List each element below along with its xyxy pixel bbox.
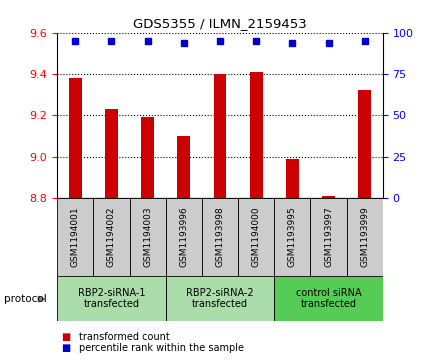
Text: GSM1194001: GSM1194001 (71, 207, 80, 267)
Bar (141, 117, 154, 198)
Text: GSM1194002: GSM1194002 (107, 207, 116, 267)
Text: GSM1194003: GSM1194003 (143, 207, 152, 267)
Bar (93, 198, 129, 276)
Bar (250, 72, 263, 198)
Text: RBP2-siRNA-1
transfected: RBP2-siRNA-1 transfected (78, 288, 145, 309)
Bar (347, 198, 383, 276)
Bar (238, 198, 274, 276)
Bar (274, 276, 383, 321)
Text: GSM1193996: GSM1193996 (180, 207, 188, 267)
Text: control siRNA
transfected: control siRNA transfected (296, 288, 361, 309)
Bar (129, 198, 166, 276)
Text: GSM1193997: GSM1193997 (324, 207, 333, 267)
Bar (202, 198, 238, 276)
Text: ■: ■ (62, 343, 71, 353)
Bar (214, 74, 226, 198)
Text: GSM1193999: GSM1193999 (360, 207, 369, 267)
Bar (274, 198, 311, 276)
Bar (166, 198, 202, 276)
Bar (69, 78, 82, 198)
Text: RBP2-siRNA-2
transfected: RBP2-siRNA-2 transfected (186, 288, 254, 309)
Title: GDS5355 / ILMN_2159453: GDS5355 / ILMN_2159453 (133, 17, 307, 30)
Bar (57, 198, 93, 276)
Bar (286, 159, 299, 198)
Bar (105, 109, 118, 198)
Text: percentile rank within the sample: percentile rank within the sample (79, 343, 244, 353)
Text: protocol: protocol (4, 294, 47, 305)
Text: GSM1193995: GSM1193995 (288, 207, 297, 267)
Text: GSM1194000: GSM1194000 (252, 207, 260, 267)
Bar (322, 196, 335, 198)
Text: ■: ■ (62, 332, 71, 342)
Polygon shape (38, 296, 45, 302)
Text: transformed count: transformed count (79, 332, 170, 342)
Bar (359, 90, 371, 198)
Bar (166, 276, 274, 321)
Bar (57, 276, 166, 321)
Bar (311, 198, 347, 276)
Bar (177, 136, 190, 198)
Text: GSM1193998: GSM1193998 (216, 207, 224, 267)
